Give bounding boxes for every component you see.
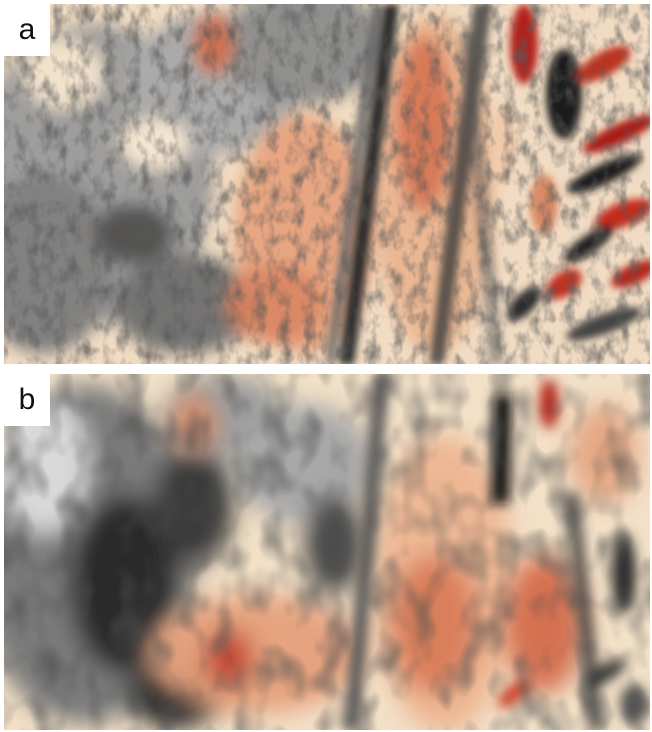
seismic-panel-a: a (4, 4, 650, 364)
seismic-panel-b: b (4, 374, 650, 730)
seismic-image-b (4, 374, 650, 730)
panel-label-b: b (4, 374, 50, 426)
panel-label-a: a (4, 4, 50, 56)
seismic-image-a (4, 4, 650, 364)
